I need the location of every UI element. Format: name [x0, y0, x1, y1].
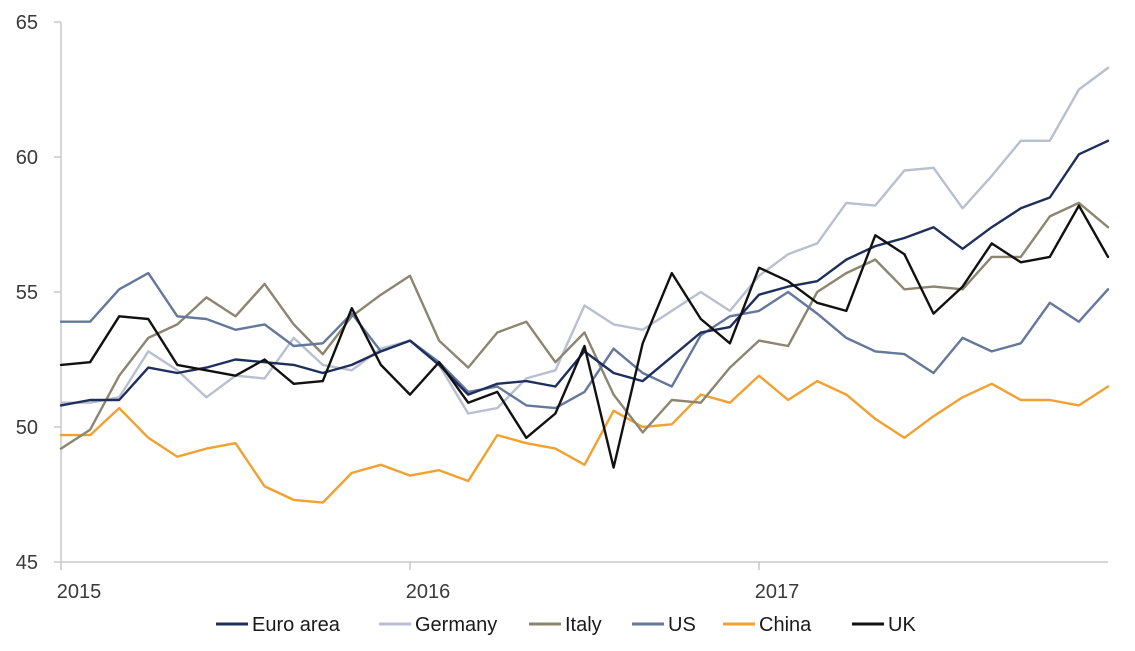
x-tick-label: 2015: [57, 581, 102, 603]
legend-label: US: [668, 614, 696, 636]
legend-label: Euro area: [252, 614, 341, 636]
y-tick-label: 45: [16, 552, 38, 574]
legend-label: Italy: [565, 614, 602, 636]
y-tick-label: 65: [16, 12, 38, 34]
x-tick-labels: 2015 2016 2017: [57, 562, 800, 603]
legend-label: UK: [888, 614, 916, 636]
series-line-china: [59, 374, 1110, 504]
series-lines: [59, 66, 1110, 504]
series-line-italy: [59, 201, 1110, 450]
y-tick-label: 60: [16, 147, 38, 169]
series-line-us: [59, 271, 1110, 410]
series-line-uk: [59, 204, 1110, 469]
legend-label: China: [759, 614, 812, 636]
y-tick-label: 50: [16, 417, 38, 439]
x-tick-label: 2016: [406, 581, 451, 603]
chart-axes: [60, 22, 1108, 563]
series-line-euro-area: [59, 139, 1110, 407]
y-tick-label: 55: [16, 282, 38, 304]
y-tick-labels: 45 50 55 60 65: [16, 12, 61, 574]
x-tick-label: 2017: [755, 581, 800, 603]
chart-legend: Euro area Germany Italy US China UK: [216, 614, 916, 636]
legend-label: Germany: [415, 614, 497, 636]
